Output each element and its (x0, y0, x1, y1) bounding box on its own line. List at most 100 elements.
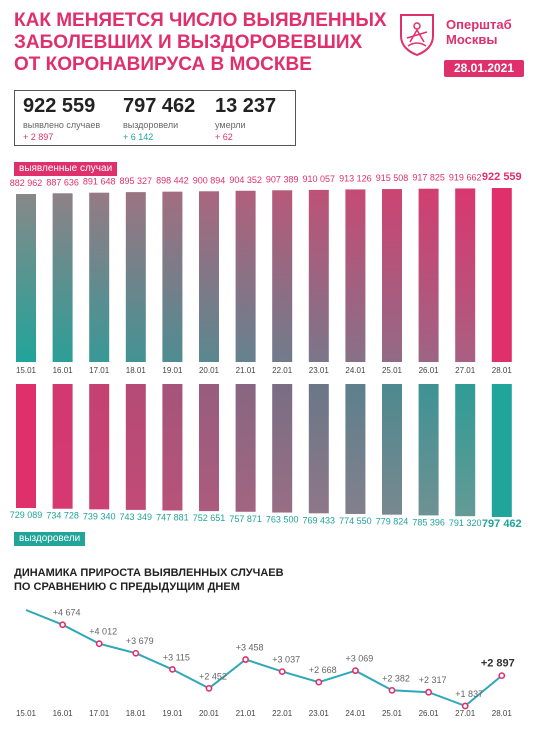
recovered-bar (162, 384, 183, 511)
growth-date-tick-label: 21.01 (236, 709, 257, 718)
recovered-value-label: 791 320 (449, 518, 482, 528)
title-line-3: ОТ КОРОНАВИРУСА В МОСКВЕ (14, 54, 312, 75)
page-title: КАК МЕНЯЕТСЯ ЧИСЛО ВЫЯВЛЕННЫХ ЗАБОЛЕВШИХ… (14, 10, 387, 76)
growth-point (315, 678, 323, 686)
stat-deaths: 13 237 умерли + 62 (215, 95, 276, 142)
growth-value-label: +2 317 (419, 675, 447, 685)
brand-line-2: Москвы (446, 32, 498, 47)
date-tick-label: 16.01 (53, 366, 74, 375)
recovered-value-label: 739 340 (83, 511, 116, 521)
growth-value-label: +1 837 (455, 689, 483, 699)
date-tick-label: 27.01 (455, 366, 476, 375)
growth-point (351, 667, 359, 675)
cases-value-label: 904 352 (229, 175, 262, 185)
recovered-value-label: 785 396 (412, 517, 445, 527)
date-tick-label: 17.01 (89, 366, 110, 375)
cases-value-label: 907 389 (266, 174, 299, 184)
brand-line-1: Оперштаб (446, 17, 512, 32)
cases-bar (308, 189, 329, 362)
recovered-bar (89, 384, 110, 510)
stat-cases-value: 922 559 (23, 95, 96, 117)
date-tick-label: 24.01 (345, 366, 366, 375)
growth-line (25, 609, 503, 708)
moscow-coat-of-arms-icon (400, 14, 434, 56)
date-tick-label: 15.01 (16, 366, 37, 375)
growth-date-tick-label: 22.01 (272, 709, 293, 718)
cases-recovered-bar-chart: 882 962 15.01 887 636 16.01 891 648 17.01 895 … (10, 171, 522, 530)
recovered-bar (491, 384, 512, 517)
brand: Оперштаб Москвы (446, 17, 512, 47)
growth-value-label: +4 012 (89, 627, 117, 637)
recovered-value-label: 757 871 (229, 514, 262, 524)
growth-date-tick-label: 25.01 (382, 709, 403, 718)
recovered-bar (16, 384, 36, 508)
cases-bar (125, 192, 146, 362)
recovered-bar (235, 384, 256, 512)
date-tick-label: 20.01 (199, 366, 220, 375)
recovered-value-label: 797 462 (482, 518, 522, 530)
growth-date-tick-label: 18.01 (126, 709, 147, 718)
growth-value-label: +3 069 (346, 654, 374, 664)
recovered-bar (125, 384, 146, 510)
growth-point (461, 702, 469, 710)
growth-value-label: +2 452 (199, 671, 227, 681)
growth-date-tick-label: 27.01 (455, 709, 476, 718)
recovered-value-label: 752 651 (193, 513, 226, 523)
recovered-value-label: 769 433 (303, 515, 336, 525)
date-badge: 28.01.2021 (444, 60, 524, 77)
growth-date-tick-label: 23.01 (309, 709, 330, 718)
growth-date-tick-label: 28.01 (492, 709, 513, 718)
growth-value-label: +3 037 (272, 655, 300, 665)
growth-point (132, 649, 140, 657)
growth-date-tick-label: 26.01 (419, 709, 440, 718)
growth-point (95, 640, 103, 648)
growth-value-label: +3 115 (163, 652, 190, 662)
recovered-value-label: 743 349 (120, 512, 153, 522)
recovered-legend-tag: выздоровели (14, 532, 86, 546)
growth-date-tick-label: 24.01 (345, 709, 366, 718)
stat-deaths-value: 13 237 (215, 95, 277, 117)
date-tick-label: 25.01 (382, 366, 403, 375)
cases-value-label: 882 962 (10, 178, 43, 188)
cases-value-label: 900 894 (193, 175, 226, 185)
recovered-bar (455, 384, 476, 517)
recovered-bar (199, 384, 219, 512)
stat-cases-delta: + 2 897 (23, 132, 54, 142)
stat-recovered-value: 797 462 (123, 95, 196, 117)
date-tick-label: 21.01 (236, 366, 257, 375)
growth-date-tick-label: 16.01 (53, 709, 74, 718)
cases-value-label: 917 825 (412, 173, 445, 183)
stat-cases: 922 559 выявлено случаев + 2 897 (23, 95, 100, 142)
date-tick-label: 22.01 (272, 366, 293, 375)
recovered-bar (418, 384, 439, 516)
recovered-value-label: 747 881 (156, 512, 189, 522)
recovered-bar (308, 384, 329, 514)
cases-value-label: 922 559 (482, 171, 522, 183)
recovered-value-label: 763 500 (266, 515, 299, 525)
cases-bar (491, 188, 512, 362)
cases-bar (89, 192, 110, 362)
growth-date-tick-label: 20.01 (199, 709, 220, 718)
cases-legend-tag: выявленные случаи (14, 162, 118, 176)
stat-recovered-delta: + 6 142 (123, 132, 154, 142)
growth-point (278, 668, 286, 675)
stat-cases-label: выявлено случаев (23, 120, 101, 130)
cases-bar (199, 191, 219, 362)
growth-value-label: +3 458 (236, 643, 264, 653)
growth-value-label: +2 382 (382, 673, 410, 683)
growth-chart-title: ДИНАМИКА ПРИРОСТА ВЫЯВЛЕННЫХ СЛУЧАЕВ ПО … (14, 566, 284, 594)
growth-date-tick-label: 15.01 (16, 709, 37, 718)
date-tick-label: 26.01 (419, 366, 440, 375)
recovered-bar (382, 384, 402, 515)
cases-value-label: 915 508 (376, 173, 409, 183)
recovered-value-label: 729 089 (10, 510, 43, 520)
growth-point (388, 686, 396, 694)
cases-bar (418, 188, 439, 362)
date-tick-label: 19.01 (162, 366, 183, 375)
cases-bar (16, 194, 36, 362)
date-tick-label: 28.01 (492, 366, 513, 375)
cases-bar (52, 193, 73, 362)
growth-point (425, 688, 432, 696)
title-line-2: ЗАБОЛЕВШИХ И ВЫЗДОРОВЕВШИХ (14, 32, 363, 53)
growth-point (498, 672, 506, 680)
